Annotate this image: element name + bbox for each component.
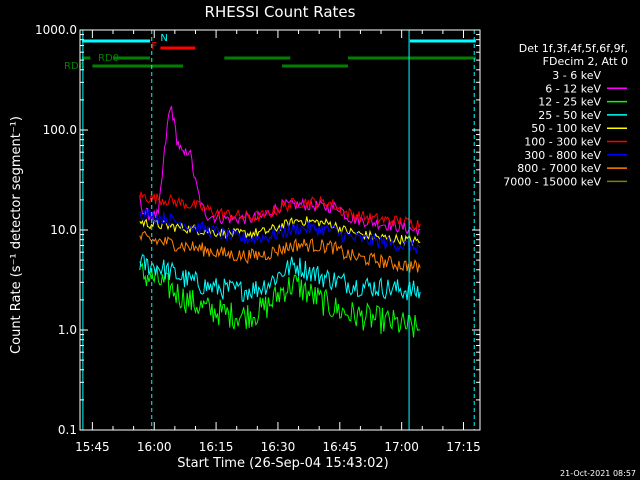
y-axis: 1000.0 100.0 10.0 1.0 0.1: [35, 23, 480, 437]
timestamp: 21-Oct-2021 08:57: [560, 469, 636, 478]
legend-entry-label: 100 - 300 keV: [524, 136, 601, 149]
y-tick-label: 1000.0: [35, 23, 77, 37]
legend: Det 1f,3f,4f,5f,6f,9f,FDecim 2, Att 03 -…: [503, 42, 628, 188]
series-line-3: [139, 253, 421, 302]
series-line-6: [139, 208, 421, 254]
legend-entry-label: 6 - 12 keV: [545, 82, 601, 95]
x-axis: 15:45 16:00 16:15 16:30 16:45 17:00 17:15: [75, 30, 481, 454]
legend-entry-label: 7000 - 15000 keV: [503, 175, 601, 188]
x-tick-label: 16:45: [322, 440, 357, 454]
x-tick-label: 16:30: [261, 440, 296, 454]
legend-header-line: Det 1f,3f,4f,5f,6f,9f,: [519, 42, 628, 55]
legend-entry-label: 25 - 50 keV: [538, 109, 601, 122]
y-tick-label: 1.0: [58, 323, 77, 337]
status-label-flare: F: [151, 41, 157, 52]
legend-entry-label: 12 - 25 keV: [538, 96, 601, 109]
series-line-2: [139, 261, 421, 338]
status-bars: NF RD0 RD4: [64, 33, 476, 72]
legend-entry-label: 3 - 6 keV: [552, 69, 601, 82]
series-line-7: [139, 230, 421, 273]
y-tick-label: 0.1: [58, 423, 77, 437]
y-tick-label: 10.0: [50, 223, 77, 237]
x-tick-label: 17:00: [384, 440, 419, 454]
x-axis-label: Start Time (26-Sep-04 15:43:02): [177, 456, 388, 471]
x-tick-label: 17:15: [446, 440, 481, 454]
status-label-rd4: RD4: [64, 61, 85, 72]
legend-entry-label: 800 - 7000 keV: [517, 162, 601, 175]
status-label-rd0: RD0: [98, 53, 119, 64]
y-axis-label: Count Rate (s⁻¹ detector segment⁻¹): [9, 116, 24, 354]
x-tick-label: 16:00: [137, 440, 172, 454]
x-tick-label: 16:15: [199, 440, 234, 454]
legend-header-line: FDecim 2, Att 0: [543, 55, 628, 68]
legend-entry-label: 300 - 800 keV: [524, 149, 601, 162]
legend-entry-label: 50 - 100 keV: [531, 122, 601, 135]
status-label-n: N: [160, 33, 167, 44]
x-tick-label: 15:45: [75, 440, 110, 454]
series-line-5: [139, 191, 421, 230]
y-tick-label: 100.0: [43, 123, 77, 137]
chart-title: RHESSI Count Rates: [205, 3, 356, 21]
data-layer: [139, 106, 421, 345]
